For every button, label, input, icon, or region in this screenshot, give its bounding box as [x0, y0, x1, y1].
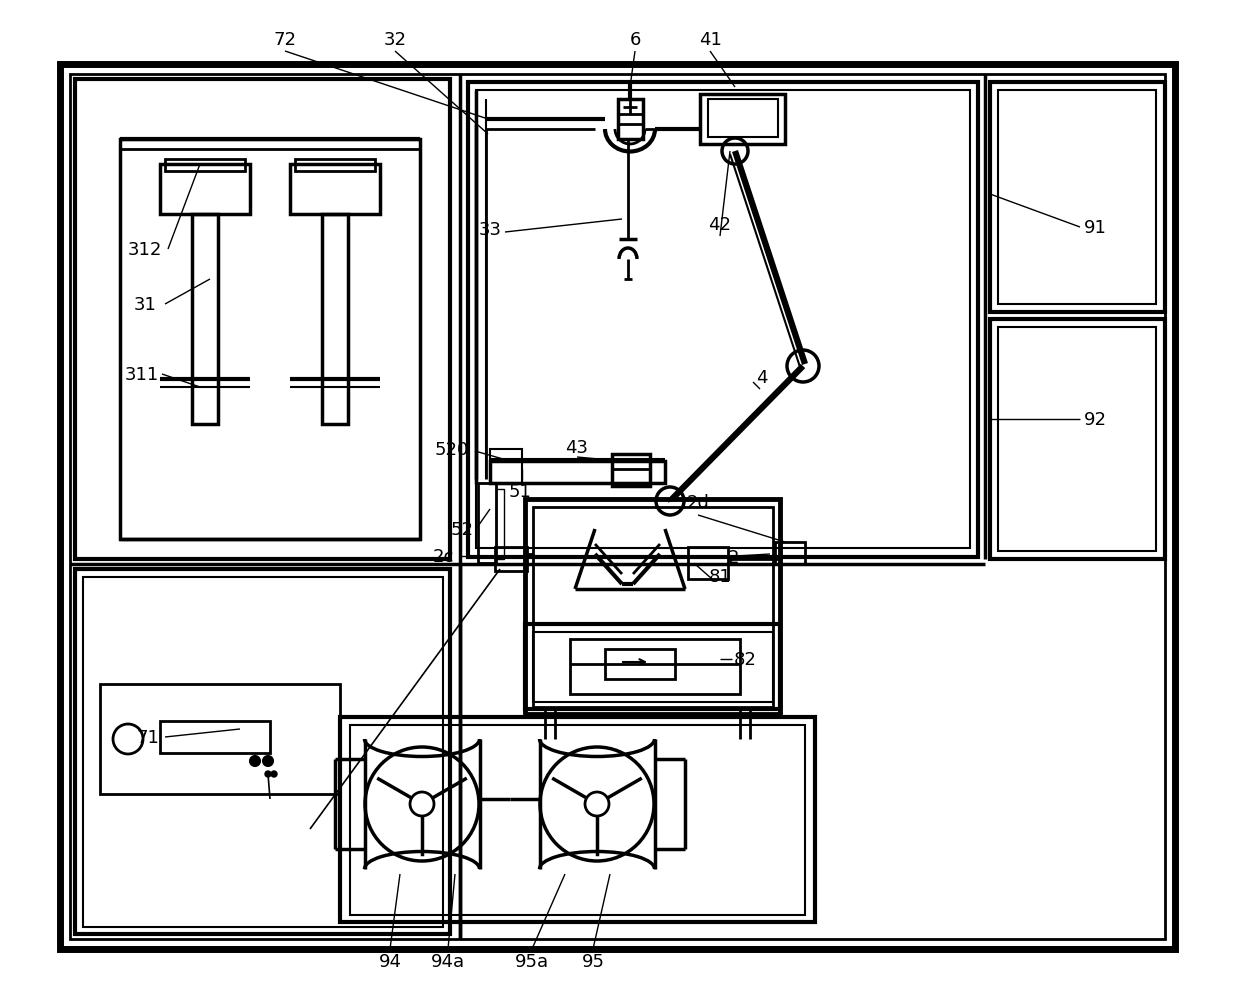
- Text: 31: 31: [134, 296, 156, 314]
- Text: 42: 42: [708, 215, 732, 233]
- Bar: [490, 450, 522, 485]
- Bar: [990, 83, 1166, 313]
- Text: 43: 43: [565, 439, 589, 457]
- Bar: [350, 725, 805, 915]
- Bar: [495, 547, 527, 571]
- Bar: [708, 100, 777, 138]
- Text: 52: 52: [450, 520, 474, 538]
- Bar: [165, 160, 246, 171]
- Bar: [998, 91, 1156, 305]
- Bar: [74, 569, 450, 934]
- Text: 94: 94: [378, 952, 402, 970]
- Bar: [467, 83, 978, 557]
- Bar: [477, 484, 496, 563]
- Text: 95a: 95a: [515, 952, 549, 970]
- Bar: [998, 328, 1156, 551]
- Bar: [290, 165, 379, 214]
- Bar: [701, 95, 785, 145]
- Bar: [688, 547, 728, 579]
- Text: 51: 51: [508, 483, 532, 501]
- Text: 311: 311: [125, 366, 159, 384]
- Text: 71: 71: [136, 728, 160, 746]
- Bar: [618, 100, 644, 140]
- Bar: [525, 500, 780, 714]
- Circle shape: [263, 757, 273, 767]
- Bar: [990, 320, 1166, 559]
- Bar: [533, 632, 773, 702]
- Text: 312: 312: [128, 240, 162, 259]
- Text: 2: 2: [727, 548, 739, 566]
- Text: 32: 32: [383, 31, 407, 49]
- Bar: [100, 684, 340, 795]
- Bar: [192, 214, 218, 425]
- Bar: [295, 160, 374, 171]
- Bar: [533, 507, 773, 707]
- Text: 92: 92: [1084, 411, 1106, 429]
- Text: 6: 6: [630, 31, 641, 49]
- Text: 82: 82: [734, 650, 756, 668]
- Circle shape: [250, 757, 260, 767]
- Bar: [570, 639, 740, 694]
- Bar: [160, 165, 250, 214]
- Text: 520: 520: [435, 441, 469, 459]
- Bar: [340, 717, 815, 922]
- Bar: [60, 65, 1176, 949]
- Text: 72: 72: [274, 31, 296, 49]
- Bar: [605, 649, 675, 679]
- Circle shape: [265, 772, 272, 778]
- Bar: [120, 140, 420, 539]
- Text: 33: 33: [479, 220, 501, 238]
- Circle shape: [272, 772, 277, 778]
- Bar: [476, 91, 970, 548]
- Bar: [775, 542, 805, 564]
- Text: 91: 91: [1084, 218, 1106, 236]
- Bar: [74, 80, 450, 559]
- Circle shape: [410, 793, 434, 817]
- Bar: [160, 721, 270, 754]
- Circle shape: [585, 793, 609, 817]
- Text: 2c: 2c: [433, 547, 454, 565]
- Bar: [490, 462, 665, 484]
- Bar: [613, 455, 650, 487]
- Bar: [496, 490, 503, 559]
- Text: 95: 95: [582, 952, 605, 970]
- Text: 41: 41: [698, 31, 722, 49]
- Bar: [525, 624, 780, 709]
- Bar: [69, 75, 1166, 939]
- Text: 2d: 2d: [687, 494, 709, 511]
- Text: 81: 81: [708, 567, 732, 585]
- Text: 94a: 94a: [432, 952, 465, 970]
- Bar: [83, 577, 443, 927]
- Text: 4: 4: [756, 369, 768, 387]
- Bar: [322, 214, 348, 425]
